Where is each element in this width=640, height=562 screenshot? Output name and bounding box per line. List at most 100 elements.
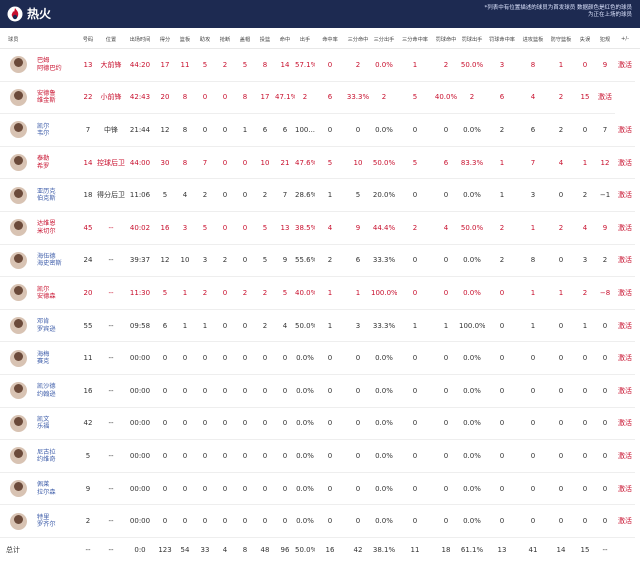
stat-cell: 0 xyxy=(397,504,433,538)
stat-cell: 4 xyxy=(433,211,459,245)
player-name-link[interactable]: 安德鲁 维金斯 xyxy=(37,89,56,105)
stat-cell: 9 xyxy=(595,211,615,245)
stat-cell: 30 xyxy=(155,146,175,180)
stat-cell: 5 xyxy=(155,276,175,310)
player-name-link[interactable]: 巴姆 阿德巴约 xyxy=(37,57,62,72)
player-name-link[interactable]: 佩莱 拉尔森 xyxy=(37,481,56,496)
player-cell[interactable]: 亚历克 伯克斯 xyxy=(0,178,79,212)
stat-cell: 0 xyxy=(485,374,519,408)
stat-cell: 0 xyxy=(433,178,459,212)
column-header: 助攻 xyxy=(195,30,215,49)
status-link[interactable]: 激活 xyxy=(615,341,635,375)
status-link[interactable]: 激活 xyxy=(615,211,635,245)
status-link[interactable]: 激活 xyxy=(595,81,615,115)
player-row[interactable]: 尼古拉 约维奇 5 -- 00:00 0 0 0 0 0 0 0 0.0% 0 0 0.0% 0 0 0.0% 0 0… xyxy=(0,439,640,473)
stat-cell: -- xyxy=(97,211,125,245)
stat-cell: 6 xyxy=(485,81,519,115)
player-cell[interactable]: 凯文 乐福 xyxy=(0,407,79,441)
player-row[interactable]: 邓肯 罗宾逊55--09:58611002450.0%1333.3%11100.… xyxy=(0,309,640,343)
player-row[interactable]: 凯尔 安德森20--11:30512022540.0%11100.0%000.0… xyxy=(0,276,640,310)
stat-cell: 0 xyxy=(519,341,547,375)
player-name-link[interactable]: 海伍德 海史密斯 xyxy=(37,252,62,268)
player-row[interactable]: 巴姆 阿德巴约13大前锋44:20171152581457.1%020.0%12… xyxy=(0,48,640,82)
stat-cell: 5 xyxy=(79,439,97,473)
stat-cell: 0 xyxy=(397,178,433,212)
stat-cell: 15 xyxy=(575,81,595,115)
status-link[interactable]: 激活 xyxy=(615,113,635,147)
player-cell[interactable]: 凯沙德 约翰逊 xyxy=(0,374,79,408)
status-link[interactable]: 激活 xyxy=(615,178,635,212)
player-name-link[interactable]: 凯文 乐福 xyxy=(37,415,50,431)
stat-cell: 2 xyxy=(195,276,215,310)
player-cell[interactable]: 特里 罗齐尔 xyxy=(0,504,79,538)
player-cell[interactable]: 凯尔 安德森 xyxy=(0,276,79,310)
status-link[interactable]: 激活 xyxy=(615,244,635,278)
player-cell[interactable]: 泰勒 希罗 xyxy=(0,146,79,180)
column-header: 得分 xyxy=(155,30,175,49)
stat-cell: 3 xyxy=(575,244,595,278)
player-name-link[interactable]: 达维恩 米切尔 xyxy=(37,220,56,235)
player-cell[interactable]: 巴姆 阿德巴约 xyxy=(0,48,79,82)
totals-cell: 41 xyxy=(528,545,538,554)
stat-cell: 3 xyxy=(195,244,215,278)
player-cell[interactable]: 达维恩 米切尔 xyxy=(0,211,79,245)
player-row[interactable]: 安德鲁 维金斯22小前锋42:432080081747.1%2633.3%254… xyxy=(0,81,640,115)
column-header: 三分命中率 xyxy=(397,30,433,49)
player-cell[interactable]: 海伍德 海史密斯 xyxy=(0,244,79,278)
stat-cell: 4 xyxy=(547,146,575,180)
player-cell[interactable]: 凯尔 韦尔 xyxy=(0,113,79,147)
player-name-link[interactable]: 凯沙德 约翰逊 xyxy=(37,383,56,398)
status-link[interactable]: 激活 xyxy=(615,374,635,408)
player-name-link[interactable]: 凯尔 韦尔 xyxy=(37,122,50,137)
player-cell[interactable]: 佩莱 拉尔森 xyxy=(0,472,79,506)
player-avatar xyxy=(10,414,27,432)
stat-cell: 0 xyxy=(255,472,275,506)
player-row[interactable]: 海伍德 海史密斯24--39:3712103205955.6%2633.3%00… xyxy=(0,244,640,278)
stat-cell: 0 xyxy=(433,276,459,310)
totals-cell: 38.1% xyxy=(372,545,396,554)
stat-cell: 0 xyxy=(195,374,215,408)
player-row[interactable]: 凯文 乐福 42 -- 00:00 0 0 0 0 0 0 0 0.0% 0 0 0.0% 0 0 0.0% 0 0 0… xyxy=(0,407,640,441)
player-row[interactable]: 凯沙德 约翰逊 16 -- 00:00 0 0 0 0 0 0 0 0.0% 0 0 0.0% 0 0 0.0% 0… xyxy=(0,374,640,408)
stat-cell: 0 xyxy=(575,48,595,82)
player-name-link[interactable]: 凯尔 安德森 xyxy=(37,285,56,300)
player-cell[interactable]: 邓肯 罗宾逊 xyxy=(0,309,79,343)
player-name-link[interactable]: 亚历克 伯克斯 xyxy=(37,187,56,203)
player-row[interactable]: 凯尔 韦尔 7 中锋 21:44 12 8 0 0 1 6 6 100... 0 0 0.0% 0 0 0.0% 2… xyxy=(0,113,640,147)
stat-cell: 40.0% xyxy=(433,81,459,115)
player-row[interactable]: 特里 罗齐尔 2 -- 00:00 0 0 0 0 0 0 0 0.0% 0 0 0.0% 0 0 0.0% 0 0 0… xyxy=(0,504,640,538)
status-link[interactable]: 激活 xyxy=(615,407,635,441)
player-row[interactable]: 佩莱 拉尔森 9 -- 00:00 0 0 0 0 0 0 0 0.0% 0 0 0.0% 0 0 0.0% 0 0 0… xyxy=(0,472,640,506)
player-name-link[interactable]: 尼古拉 约维奇 xyxy=(37,448,56,463)
stat-cell: 33.3% xyxy=(345,81,371,115)
player-name-link[interactable]: 邓肯 罗宾逊 xyxy=(37,318,56,333)
player-name-link[interactable]: 海梅 赛克 xyxy=(37,350,50,366)
player-name-link[interactable]: 特里 罗齐尔 xyxy=(37,513,56,529)
stat-cell: 0.0% xyxy=(459,504,485,538)
stat-cell: 0 xyxy=(215,439,235,473)
status-link[interactable]: 激活 xyxy=(615,276,635,310)
player-name-link[interactable]: 泰勒 希罗 xyxy=(37,155,50,170)
player-row[interactable]: 泰勒 希罗14控球后卫44:00308700102147.6%51050.0%5… xyxy=(0,146,640,180)
status-link[interactable]: 激活 xyxy=(615,48,635,82)
stat-cell: 42:43 xyxy=(125,81,155,115)
status-link[interactable]: 激活 xyxy=(615,472,635,506)
stat-cell: 0 xyxy=(215,211,235,245)
player-row[interactable]: 海梅 赛克 11 -- 00:00 0 0 0 0 0 0 0 0.0% 0 0 0.0% 0 0 0.0% 0 0 0… xyxy=(0,341,640,375)
player-row[interactable]: 亚历克 伯克斯18得分后卫11:06542002728.6%1520.0%000… xyxy=(0,178,640,212)
player-row[interactable]: 达维恩 米切尔45--40:0216350051338.5%4944.4%245… xyxy=(0,211,640,245)
status-link[interactable]: 激活 xyxy=(615,309,635,343)
column-header: 罚球出手 xyxy=(459,30,485,49)
stat-cell: 8 xyxy=(519,244,547,278)
stat-cell: 中锋 xyxy=(97,113,125,147)
stat-cell: 21 xyxy=(275,146,295,180)
player-cell[interactable]: 安德鲁 维金斯 xyxy=(0,81,79,115)
heat-logo-icon xyxy=(7,6,23,22)
status-link[interactable]: 激活 xyxy=(615,504,635,538)
status-link[interactable]: 激活 xyxy=(615,146,635,180)
player-cell[interactable]: 海梅 赛克 xyxy=(0,341,79,375)
status-link[interactable]: 激活 xyxy=(615,439,635,473)
stat-cell: -- xyxy=(97,439,125,473)
column-header: 球员 xyxy=(0,30,79,49)
player-cell[interactable]: 尼古拉 约维奇 xyxy=(0,439,79,473)
